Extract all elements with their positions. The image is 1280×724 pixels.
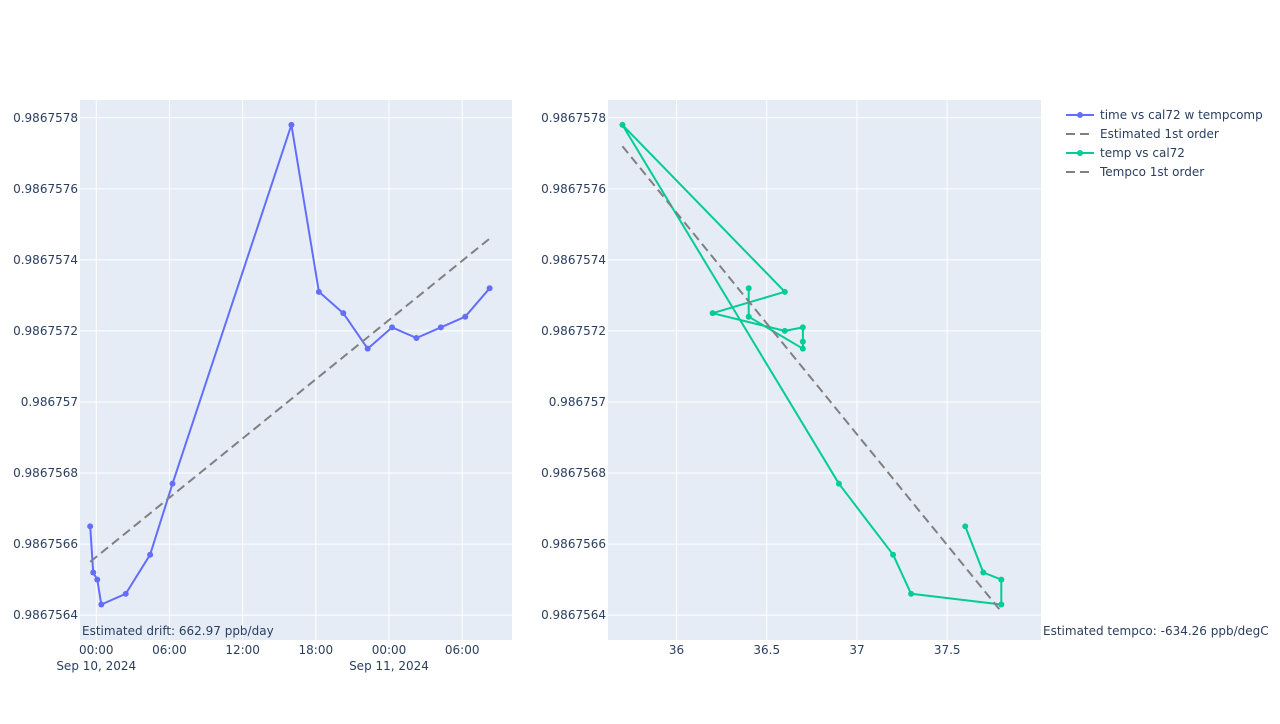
y-tick-label: 0.9867566: [13, 537, 78, 551]
y-tick-label: 0.9867578: [13, 111, 78, 125]
annotation: Estimated tempco: -634.26 ppb/degC: [1043, 624, 1269, 638]
x-tick-label: 36.5: [753, 643, 780, 657]
data-point: [98, 601, 105, 608]
data-point: [709, 310, 716, 317]
data-point: [94, 576, 101, 583]
data-point: [835, 480, 842, 487]
y-tick-label: 0.986757: [21, 395, 78, 409]
legend-label: Tempco 1st order: [1099, 165, 1204, 179]
x-tick-label: 37: [849, 643, 864, 657]
data-point: [413, 335, 420, 342]
data-point: [890, 551, 897, 558]
data-point: [364, 345, 371, 352]
data-point: [908, 590, 915, 597]
y-tick-label: 0.9867574: [13, 253, 78, 267]
legend-item: Tempco 1st order: [1066, 165, 1204, 179]
y-tick-label: 0.9867566: [541, 537, 606, 551]
y-tick-label: 0.9867576: [541, 182, 606, 196]
data-point: [745, 285, 752, 292]
data-point: [781, 288, 788, 295]
x-tick-sublabel: Sep 11, 2024: [349, 659, 429, 673]
series-line: [621, 145, 1003, 613]
data-point: [315, 288, 322, 295]
legend-label: Estimated 1st order: [1100, 127, 1219, 141]
data-point: [486, 285, 493, 292]
y-tick-label: 0.9867572: [541, 324, 606, 338]
x-tick-label: 37.5: [934, 643, 961, 657]
series-line: [89, 237, 491, 563]
x-tick-label: 12:00: [225, 643, 260, 657]
data-point: [998, 601, 1005, 608]
data-point: [169, 480, 176, 487]
y-tick-label: 0.9867568: [13, 466, 78, 480]
series-line: [621, 123, 1003, 606]
x-tick-label: 00:00: [79, 643, 114, 657]
data-point: [90, 569, 97, 576]
annotation: Estimated drift: 662.97 ppb/day: [82, 624, 274, 638]
data-point: [340, 310, 347, 317]
subplot-2: 0.9867564 0.9867566 0.9867568 0.986757 0.986…: [541, 100, 1269, 657]
data-point: [799, 324, 806, 331]
x-tick-label: 00:00: [372, 643, 407, 657]
x-tick-label: 18:00: [299, 643, 334, 657]
legend-marker: [1077, 112, 1083, 118]
legend-item: Estimated 1st order: [1066, 127, 1219, 141]
data-point: [781, 327, 788, 334]
y-tick-label: 0.9867578: [541, 111, 606, 125]
data-point: [980, 569, 987, 576]
data-point: [619, 121, 626, 128]
x-tick-label: 06:00: [152, 643, 187, 657]
data-point: [998, 576, 1005, 583]
x-tick-sublabel: Sep 10, 2024: [56, 659, 136, 673]
data-point: [389, 324, 396, 331]
data-point: [462, 313, 469, 320]
y-tick-label: 0.9867574: [541, 253, 606, 267]
subplot-1: 0.9867564 0.9867566 0.9867568 0.986757 0.986…: [13, 100, 512, 673]
x-tick-label: 06:00: [445, 643, 480, 657]
data-point: [799, 338, 806, 345]
x-tick-label: 36: [669, 643, 684, 657]
legend-label: time vs cal72 w tempcomp: [1100, 108, 1263, 122]
data-point: [87, 523, 94, 530]
legend-item: temp vs cal72: [1066, 146, 1185, 160]
y-tick-label: 0.9867564: [13, 608, 78, 622]
data-point: [745, 313, 752, 320]
series-line: [89, 123, 491, 606]
legend: time vs cal72 w tempcomp Estimated 1st or…: [1066, 108, 1263, 179]
plot-area: [80, 100, 512, 640]
plot-area: [608, 100, 1041, 640]
y-tick-label: 0.9867568: [541, 466, 606, 480]
legend-marker: [1077, 150, 1083, 156]
y-tick-label: 0.9867576: [13, 182, 78, 196]
y-tick-label: 0.986757: [549, 395, 606, 409]
data-point: [962, 523, 969, 530]
y-tick-label: 0.9867572: [13, 324, 78, 338]
data-point: [122, 590, 129, 597]
legend-label: temp vs cal72: [1100, 146, 1185, 160]
data-point: [437, 324, 444, 331]
y-tick-label: 0.9867564: [541, 608, 606, 622]
data-point: [288, 121, 295, 128]
data-point: [147, 551, 154, 558]
data-point: [799, 345, 806, 352]
legend-item: time vs cal72 w tempcomp: [1066, 108, 1263, 122]
